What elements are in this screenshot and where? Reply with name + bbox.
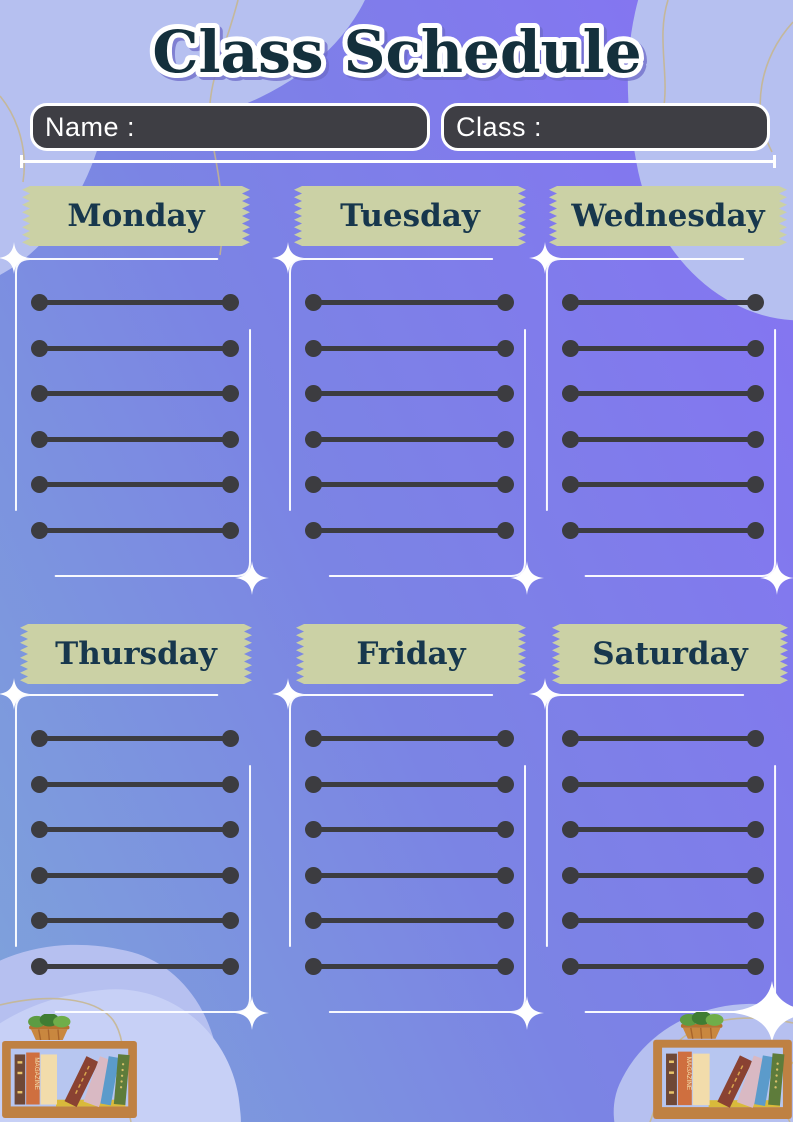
schedule-line	[305, 294, 514, 311]
page-title: Class Schedule	[0, 6, 793, 103]
day-label-wednesday: Wednesday	[549, 186, 787, 246]
class-label: Class :	[456, 111, 543, 142]
day-label-text: Saturday	[592, 636, 748, 672]
schedule-line	[305, 430, 514, 448]
schedule-line	[31, 339, 239, 357]
day-panel-friday	[288, 694, 527, 1014]
day-label-monday: Monday	[22, 186, 250, 246]
schedule-line	[305, 476, 514, 493]
schedule-line	[562, 866, 764, 884]
writing-lines	[14, 694, 252, 1014]
writing-lines	[288, 694, 527, 1014]
class-field[interactable]: Class :	[441, 103, 770, 151]
schedule-line	[31, 521, 239, 539]
schedule-line	[562, 957, 764, 975]
schedule-line	[562, 521, 764, 539]
schedule-line	[305, 385, 514, 402]
class-input[interactable]	[550, 111, 755, 143]
schedule-line	[562, 476, 764, 493]
day-panel-tuesday	[288, 258, 527, 578]
schedule-line	[305, 821, 514, 838]
schedule-line	[562, 730, 764, 747]
day-label-text: Thursday	[55, 636, 217, 672]
divider-line	[20, 155, 776, 168]
day-label-saturday: Saturday	[552, 624, 788, 684]
day-label-tuesday: Tuesday	[294, 186, 526, 246]
schedule-line	[31, 385, 239, 402]
schedule-line	[31, 866, 239, 884]
schedule-line	[562, 775, 764, 793]
schedule-line	[31, 957, 239, 975]
day-label-text: Friday	[356, 636, 466, 672]
day-label-friday: Friday	[296, 624, 526, 684]
day-label-text: Tuesday	[340, 198, 480, 234]
schedule-line	[305, 957, 514, 975]
day-panel-saturday	[545, 694, 777, 1014]
schedule-line	[562, 294, 764, 311]
schedule-line	[305, 912, 514, 929]
name-field[interactable]: Name :	[30, 103, 430, 151]
writing-lines	[288, 258, 527, 578]
writing-lines	[14, 258, 252, 578]
schedule-line	[305, 339, 514, 357]
schedule-line	[305, 775, 514, 793]
schedule-line	[305, 521, 514, 539]
writing-lines	[545, 258, 777, 578]
day-label-thursday: Thursday	[20, 624, 252, 684]
day-panel-monday	[14, 258, 252, 578]
day-panel-wednesday	[545, 258, 777, 578]
schedule-line	[562, 430, 764, 448]
day-panel-thursday	[14, 694, 252, 1014]
schedule-line	[31, 912, 239, 929]
schedule-line	[562, 385, 764, 402]
schedule-line	[562, 339, 764, 357]
schedule-line	[562, 912, 764, 929]
name-label: Name :	[45, 111, 136, 142]
schedule-line	[31, 730, 239, 747]
schedule-line	[562, 821, 764, 838]
schedule-line	[305, 730, 514, 747]
writing-lines	[545, 694, 777, 1014]
schedule-line	[31, 775, 239, 793]
name-input[interactable]	[143, 111, 415, 143]
schedule-line	[31, 821, 239, 838]
day-label-text: Monday	[67, 198, 205, 234]
day-label-text: Wednesday	[571, 198, 765, 234]
schedule-line	[305, 866, 514, 884]
schedule-line	[31, 430, 239, 448]
page-title-text: Class Schedule	[152, 18, 641, 86]
schedule-line	[31, 476, 239, 493]
schedule-line	[31, 294, 239, 311]
